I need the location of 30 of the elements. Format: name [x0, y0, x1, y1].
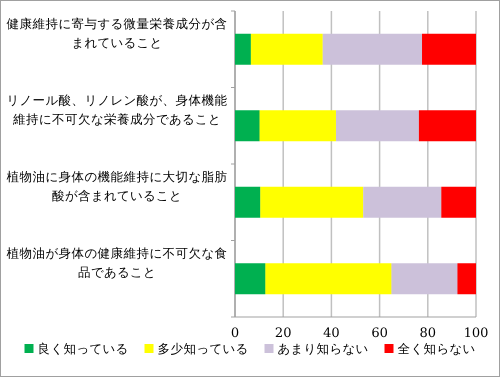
bar [391, 263, 458, 294]
bar [336, 110, 419, 142]
x-tick-label: 40 [323, 326, 340, 341]
bar [457, 263, 476, 294]
y-tick-label: 植物油が身体の健康維持に不可欠な食品であること [6, 245, 228, 280]
x-tick-label: 100 [464, 326, 488, 341]
bar [422, 34, 476, 65]
legend-label: 全く知らない [398, 341, 476, 356]
bar [250, 34, 323, 65]
bar [363, 186, 442, 218]
bar [260, 110, 336, 142]
bar [235, 263, 266, 294]
y-tick-label: リノール酸、リノレン酸が、身体機能維持に不可欠な栄養成分であること [6, 92, 228, 126]
bar [260, 186, 364, 218]
legend-label: あまり知らない [278, 341, 368, 356]
x-tick-label: 60 [371, 326, 388, 341]
legend-label: 多少知っている [158, 341, 248, 356]
y-tick-label: 植物油に身体の機能維持に大切な脂肪酸が含まれていること [6, 168, 228, 203]
bar [418, 110, 476, 142]
x-tick-label: 20 [274, 326, 292, 341]
legend-label: 良く知っている [38, 341, 128, 356]
bar [235, 186, 260, 218]
bar [235, 110, 260, 142]
bar [441, 186, 476, 218]
x-tick-label: 80 [420, 326, 436, 341]
y-tick-label: 健康維持に寄与する微量栄養成分が含まれていること [6, 16, 228, 50]
bar [265, 263, 392, 294]
bar [322, 34, 422, 65]
x-tick-label: 0 [230, 326, 240, 341]
bar [235, 34, 251, 65]
